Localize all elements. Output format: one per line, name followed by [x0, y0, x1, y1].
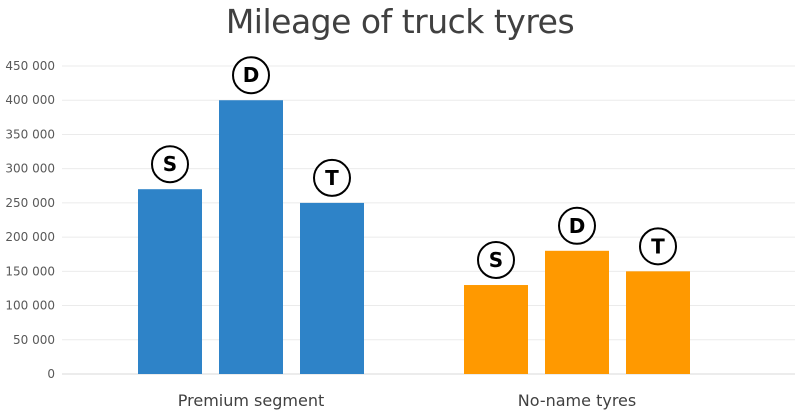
y-tick-label: 400 000	[5, 93, 55, 107]
bar	[464, 285, 528, 374]
badge-label: D	[243, 63, 260, 87]
category-label: Premium segment	[178, 391, 324, 410]
badge-label: T	[651, 234, 665, 258]
badge-circle	[151, 145, 189, 184]
y-tick-label: 100 000	[5, 299, 55, 313]
badge-circle	[639, 227, 677, 266]
bar	[219, 100, 283, 374]
badge-label: S	[489, 248, 503, 272]
y-tick-label: 450 000	[5, 59, 55, 73]
y-tick-label: 150 000	[5, 264, 55, 278]
bar	[545, 250, 609, 374]
bar	[300, 202, 364, 374]
y-tick-label: 200 000	[5, 230, 55, 244]
badge-label: D	[569, 214, 586, 238]
badge-circle	[313, 158, 351, 197]
y-tick-label: 300 000	[5, 162, 55, 176]
y-tick-label: 50 000	[13, 333, 55, 347]
bar	[138, 189, 202, 374]
y-tick-label: 0	[47, 367, 55, 381]
badge-circle	[232, 56, 270, 95]
y-tick-label: 250 000	[5, 196, 55, 210]
badge-circle	[558, 206, 596, 245]
chart-title: Mileage of truck tyres	[225, 2, 575, 41]
badge-label: S	[163, 152, 177, 176]
category-label: No-name tyres	[518, 391, 636, 410]
bar	[626, 271, 690, 374]
y-tick-label: 350 000	[5, 127, 55, 141]
badge-circle	[477, 241, 515, 280]
badge-label: T	[325, 166, 339, 190]
